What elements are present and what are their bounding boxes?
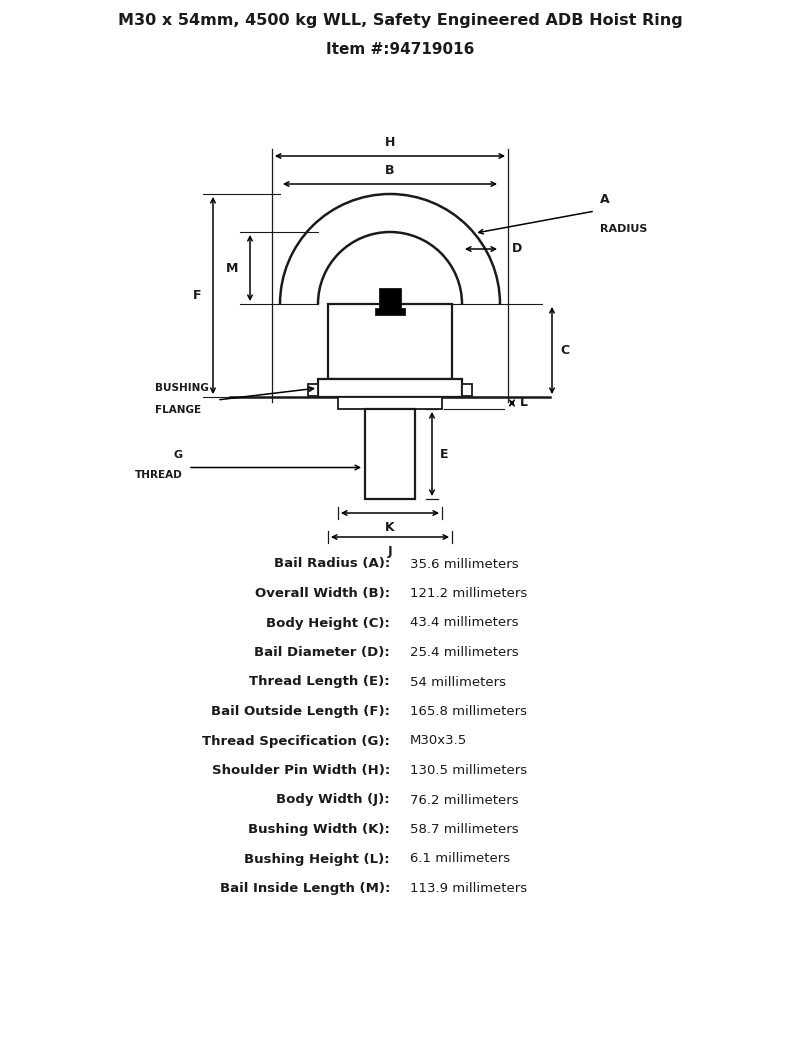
- Bar: [308, 384, 318, 396]
- Text: Body Height (C):: Body Height (C):: [266, 616, 390, 630]
- Bar: [375, 308, 405, 315]
- Text: 25.4 millimeters: 25.4 millimeters: [410, 646, 518, 659]
- Text: B: B: [386, 164, 394, 177]
- Text: Item #:94719016: Item #:94719016: [326, 42, 474, 56]
- Text: 113.9 millimeters: 113.9 millimeters: [410, 882, 527, 895]
- Text: 58.7 millimeters: 58.7 millimeters: [410, 823, 518, 836]
- Text: L: L: [520, 397, 528, 409]
- Text: C: C: [560, 344, 569, 357]
- Text: 130.5 millimeters: 130.5 millimeters: [410, 764, 527, 777]
- Bar: [462, 384, 472, 396]
- Text: 43.4 millimeters: 43.4 millimeters: [410, 616, 518, 630]
- Text: M: M: [226, 262, 238, 274]
- Text: M30x3.5: M30x3.5: [410, 735, 467, 747]
- Text: RADIUS: RADIUS: [600, 224, 647, 234]
- Text: Bail Inside Length (M):: Bail Inside Length (M):: [220, 882, 390, 895]
- Bar: [365, 409, 415, 499]
- Bar: [328, 304, 452, 379]
- Text: 76.2 millimeters: 76.2 millimeters: [410, 794, 518, 806]
- Text: M30 x 54mm, 4500 kg WLL, Safety Engineered ADB Hoist Ring: M30 x 54mm, 4500 kg WLL, Safety Engineer…: [118, 14, 682, 28]
- Text: G: G: [174, 451, 183, 460]
- Text: 165.8 millimeters: 165.8 millimeters: [410, 705, 527, 718]
- Text: Bushing Height (L):: Bushing Height (L):: [244, 853, 390, 865]
- Text: 54 millimeters: 54 millimeters: [410, 675, 506, 689]
- Text: Bail Outside Length (F):: Bail Outside Length (F):: [211, 705, 390, 718]
- Text: J: J: [388, 545, 392, 558]
- Bar: [318, 379, 462, 397]
- Text: Bail Diameter (D):: Bail Diameter (D):: [254, 646, 390, 659]
- Text: Thread Length (E):: Thread Length (E):: [250, 675, 390, 689]
- Text: THREAD: THREAD: [135, 471, 183, 480]
- Text: D: D: [512, 242, 522, 256]
- Text: F: F: [193, 289, 201, 302]
- Text: A: A: [600, 193, 610, 206]
- Text: Shoulder Pin Width (H):: Shoulder Pin Width (H):: [212, 764, 390, 777]
- Text: FLANGE: FLANGE: [155, 405, 201, 415]
- Text: K: K: [385, 521, 395, 534]
- Text: Thread Specification (G):: Thread Specification (G):: [202, 735, 390, 747]
- Bar: [379, 288, 401, 308]
- Text: Bail Radius (A):: Bail Radius (A):: [274, 558, 390, 570]
- Text: BUSHING: BUSHING: [155, 383, 209, 393]
- Text: 35.6 millimeters: 35.6 millimeters: [410, 558, 518, 570]
- Text: Overall Width (B):: Overall Width (B):: [255, 587, 390, 600]
- Bar: [338, 397, 442, 409]
- Text: H: H: [385, 136, 395, 149]
- Text: 6.1 millimeters: 6.1 millimeters: [410, 853, 510, 865]
- Text: E: E: [440, 448, 449, 460]
- Text: 121.2 millimeters: 121.2 millimeters: [410, 587, 527, 600]
- Text: Bushing Width (K):: Bushing Width (K):: [248, 823, 390, 836]
- Text: Body Width (J):: Body Width (J):: [276, 794, 390, 806]
